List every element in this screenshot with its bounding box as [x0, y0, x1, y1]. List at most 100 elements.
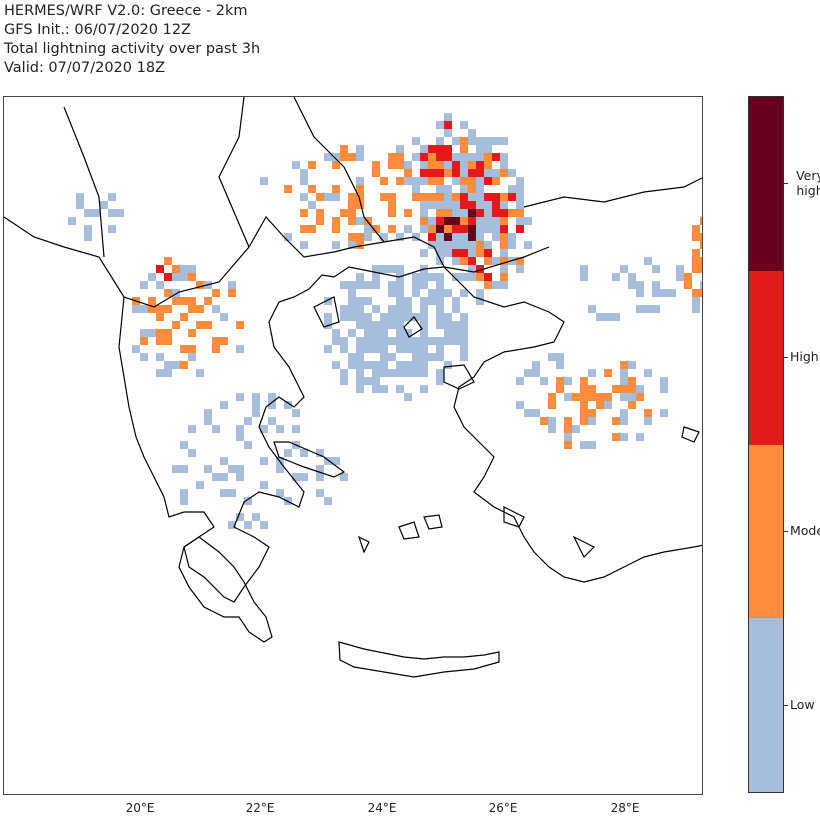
lightning-cell [76, 193, 84, 201]
lightning-cell [180, 313, 188, 321]
lightning-cell [700, 233, 702, 241]
lightning-cell [436, 249, 444, 257]
lightning-cell [484, 201, 492, 209]
colorbar-moderate [749, 444, 783, 619]
lightning-cell [452, 137, 460, 145]
lightning-cell [636, 393, 644, 401]
lightning-cell [636, 289, 644, 297]
lightning-cell [420, 201, 428, 209]
lightning-cell [620, 409, 628, 417]
lightning-cell [700, 257, 702, 265]
lightning-cell [348, 201, 356, 209]
lightning-cell [340, 145, 348, 153]
lightning-cell [316, 217, 324, 225]
lightning-cell [468, 273, 476, 281]
lightning-cell [460, 329, 468, 337]
lightning-cell [516, 377, 524, 385]
lightning-cell [500, 273, 508, 281]
lightning-cell [308, 225, 316, 233]
lightning-cell [276, 465, 284, 473]
lightning-cell [404, 209, 412, 217]
lightning-cell [172, 297, 180, 305]
lightning-cell [636, 281, 644, 289]
lightning-cell [316, 193, 324, 201]
lightning-cell [228, 289, 236, 297]
lightning-cell [700, 241, 702, 249]
lightning-cell [700, 265, 702, 273]
lightning-cell [340, 369, 348, 377]
lightning-cell [540, 377, 548, 385]
lightning-cell [404, 313, 412, 321]
lightning-cell [476, 153, 484, 161]
lightning-cell [468, 169, 476, 177]
lightning-cell [404, 225, 412, 233]
lightning-cell [692, 265, 700, 273]
lightning-cell [364, 281, 372, 289]
lightning-cell [396, 385, 404, 393]
lightning-cell [468, 257, 476, 265]
lightning-cell [476, 289, 484, 297]
lightning-cell [476, 241, 484, 249]
lightning-cell [428, 241, 436, 249]
lightning-cell [476, 273, 484, 281]
lightning-cell [324, 497, 332, 505]
lightning-cell [436, 353, 444, 361]
lightning-cell [468, 153, 476, 161]
lightning-cell [172, 465, 180, 473]
lightning-cell [396, 281, 404, 289]
lightning-cell [484, 177, 492, 185]
lightning-cell [492, 137, 500, 145]
lightning-cell [420, 297, 428, 305]
lightning-cell [588, 393, 596, 401]
lightning-cell [420, 193, 428, 201]
lightning-cell [220, 489, 228, 497]
lightning-cell [484, 153, 492, 161]
lightning-cell [236, 433, 244, 441]
lightning-cell [388, 353, 396, 361]
lightning-cell [460, 201, 468, 209]
lightning-cell [468, 201, 476, 209]
lightning-cell [356, 233, 364, 241]
colorbar-label-low: Low [790, 697, 815, 712]
lightning-cell [436, 153, 444, 161]
lightning-cell [508, 233, 516, 241]
lightning-cell [628, 393, 636, 401]
lightning-cell [332, 337, 340, 345]
lightning-cell [460, 161, 468, 169]
lightning-cell [524, 409, 532, 417]
lightning-cell [468, 161, 476, 169]
lightning-cell [380, 329, 388, 337]
lightning-cell [484, 241, 492, 249]
lightning-cell [396, 313, 404, 321]
lightning-cell [420, 169, 428, 177]
lightning-cell [412, 137, 420, 145]
lightning-cell [484, 225, 492, 233]
lightning-cell [460, 257, 468, 265]
lightning-cell [372, 321, 380, 329]
lightning-cell [372, 345, 380, 353]
lightning-cell [548, 425, 556, 433]
lightning-cell [420, 361, 428, 369]
lightning-cell [428, 337, 436, 345]
lightning-cell [484, 249, 492, 257]
lightning-cell [444, 193, 452, 201]
lightning-cell [500, 257, 508, 265]
lightning-cell [332, 153, 340, 161]
lightning-cell [508, 169, 516, 177]
lightning-cell [516, 265, 524, 273]
lightning-cell [492, 217, 500, 225]
lightning-cell [252, 513, 260, 521]
lightning-cell [196, 481, 204, 489]
colorbar-high [749, 270, 783, 445]
lightning-cell [396, 337, 404, 345]
lightning-cell [356, 305, 364, 313]
lightning-cell [580, 401, 588, 409]
lightning-cell [548, 393, 556, 401]
lightning-cell [452, 169, 460, 177]
lightning-cell [460, 145, 468, 153]
lightning-cell [476, 169, 484, 177]
lightning-cell [436, 321, 444, 329]
lightning-cell [340, 153, 348, 161]
lightning-cell [492, 193, 500, 201]
lightning-cell [388, 265, 396, 273]
